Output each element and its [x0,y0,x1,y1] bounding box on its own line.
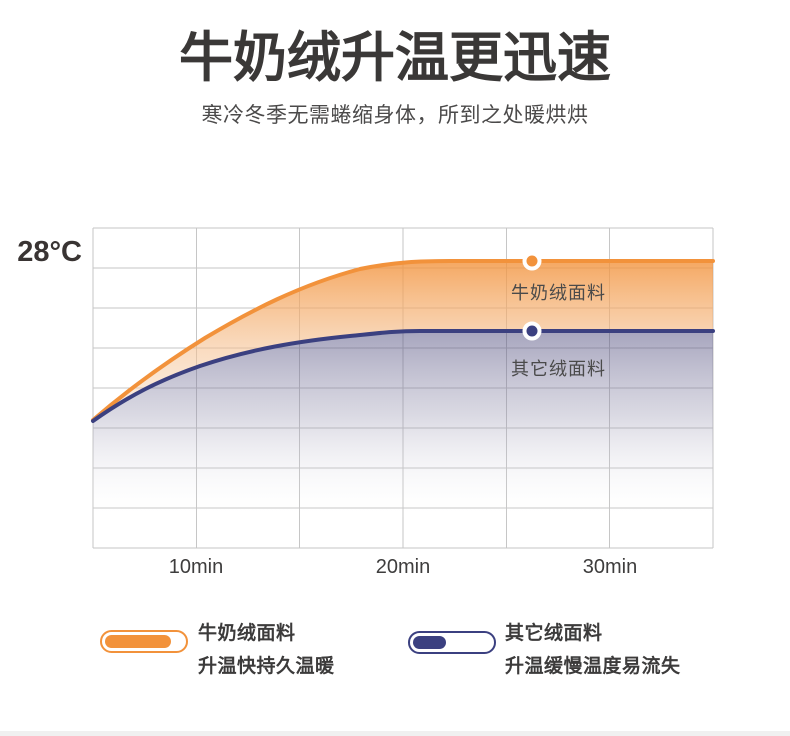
other-series-marker [522,321,542,341]
x-tick-30min: 30min [582,556,638,578]
legend-other-title: 其它绒面料 [505,623,603,644]
x-tick-10min: 10min [168,556,224,578]
bottom-divider [0,731,790,736]
page-title: 牛奶绒升温更迅速 [179,28,611,88]
other-series-line [91,329,715,423]
milk-series-area [93,261,713,421]
x-tick-20min: 20min [375,556,431,578]
other-series-area [93,331,713,548]
legend-milk-swatch-fill [105,635,171,648]
page-subtitle: 寒冷冬季无需蜷缩身体，所到之处暖烘烘 [201,104,589,127]
y-axis-label: 28°C [17,236,82,268]
legend-milk-desc: 升温快持久温暖 [198,656,335,677]
legend-other-desc: 升温缓慢温度易流失 [505,656,681,677]
legend-other-swatch-fill [413,636,446,649]
legend-other-swatch [408,631,496,654]
legend-other-text: 其它绒面料 升温缓慢温度易流失 [505,617,681,683]
legend-milk-text: 牛奶绒面料 升温快持久温暖 [198,617,335,683]
legend-milk-swatch [100,630,188,653]
other-series-label: 其它绒面料 [511,359,606,379]
milk-series-marker [522,251,542,271]
legend-milk-title: 牛奶绒面料 [198,623,296,644]
milk-series-label: 牛奶绒面料 [511,283,606,303]
milk-series-line [91,259,715,422]
